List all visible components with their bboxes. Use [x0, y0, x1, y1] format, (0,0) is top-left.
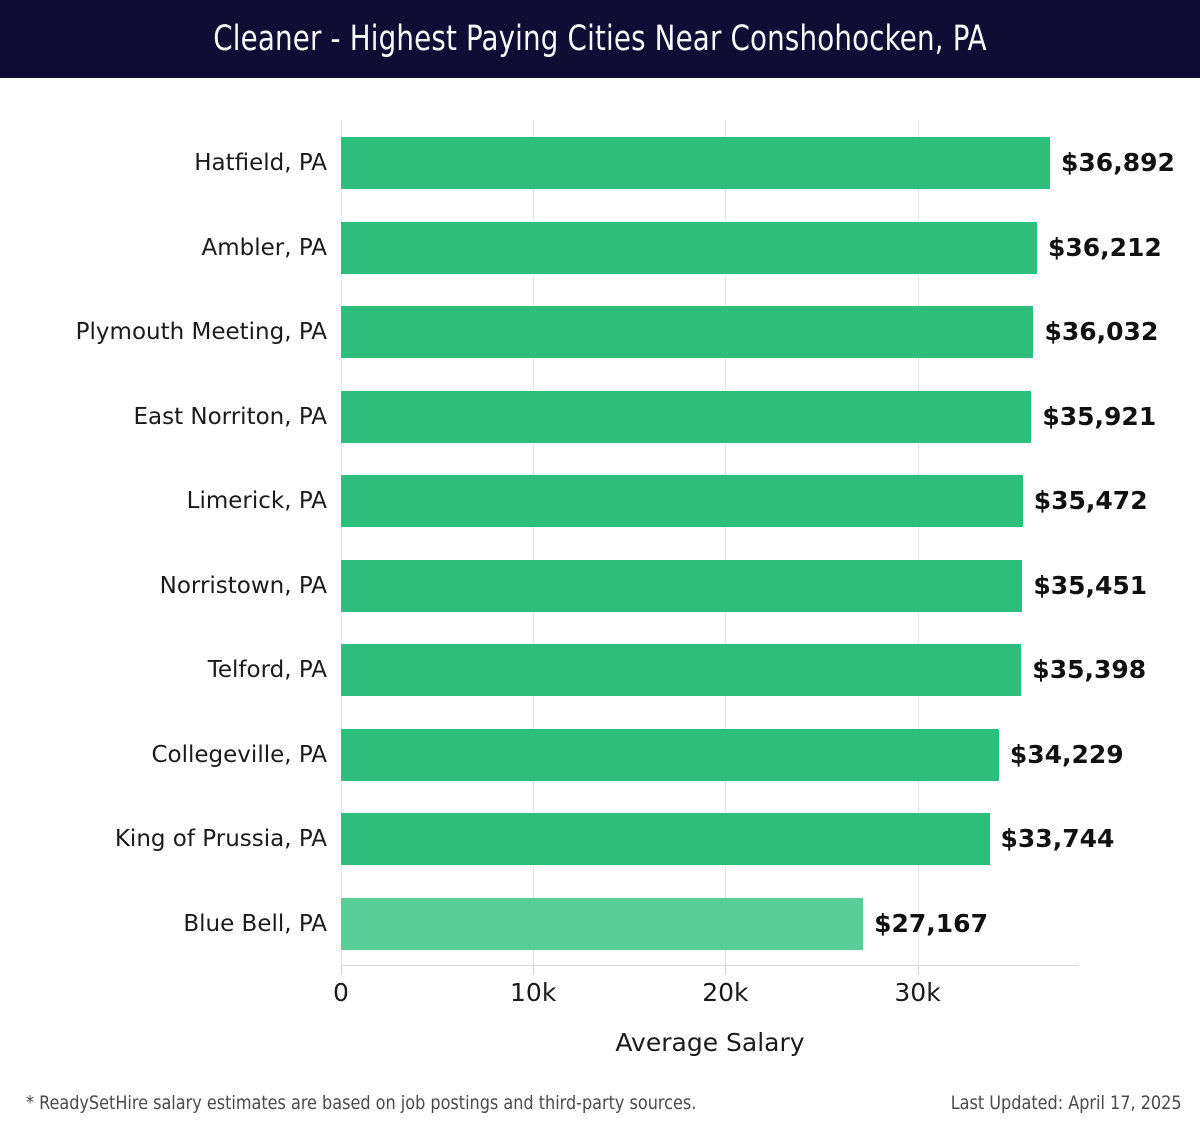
x-axis-title: Average Salary	[615, 1028, 805, 1057]
bar-value-label: $34,229	[1009, 739, 1124, 769]
bar[interactable]	[341, 813, 990, 865]
bar-value-label: $35,472	[1033, 486, 1148, 515]
x-axis-tick	[917, 966, 919, 975]
bar-row[interactable]: Collegeville, PA $34,229	[0, 728, 1200, 781]
bar[interactable]	[341, 390, 1032, 443]
bar-value-label: $36,892	[1061, 148, 1175, 177]
x-axis-tick-label: 30k	[894, 978, 941, 1007]
gridline	[341, 120, 342, 965]
x-axis-tick	[533, 966, 535, 975]
bar-row[interactable]: Norristown, PA $35,451	[0, 559, 1200, 612]
title-bar: Cleaner - Highest Paying Cities Near Con…	[0, 0, 1200, 78]
y-axis-category-label: Ambler, PA	[201, 234, 328, 261]
bar-value-label: $35,451	[1033, 570, 1148, 600]
gridline	[533, 120, 535, 965]
bar-value-label: $35,921	[1042, 401, 1157, 431]
x-axis-tick-label: 10k	[510, 978, 557, 1007]
bar[interactable]	[341, 306, 1034, 358]
bar-row[interactable]: Plymouth Meeting, PA $36,032	[0, 306, 1200, 358]
bar-value-label: $27,167	[874, 908, 988, 938]
x-axis-tick	[725, 966, 727, 975]
bar-value-label: $36,032	[1044, 317, 1159, 346]
bar[interactable]	[341, 221, 1037, 274]
y-axis-category-label: Norristown, PA	[159, 572, 327, 599]
y-axis-category-label: King of Prussia, PA	[114, 826, 327, 852]
bar[interactable]	[341, 644, 1022, 696]
bar-row[interactable]: Limerick, PA $35,472	[0, 475, 1200, 527]
gridline	[917, 120, 919, 965]
bar-row[interactable]: East Norriton, PA $35,921	[0, 390, 1200, 443]
bar-row[interactable]: Telford, PA $35,398	[0, 644, 1200, 696]
bar-row[interactable]: King of Prussia, PA $33,744	[0, 813, 1200, 865]
gridline	[725, 120, 727, 965]
y-axis-category-label: Telford, PA	[207, 657, 327, 683]
y-axis-category-label: East Norriton, PA	[133, 403, 327, 430]
bar-value-label: $36,212	[1047, 232, 1162, 262]
footer-disclaimer: * ReadySetHire salary estimates are base…	[26, 1092, 697, 1114]
y-axis-category-label: Plymouth Meeting, PA	[75, 319, 327, 345]
x-axis-line	[341, 965, 1079, 966]
bar[interactable]	[341, 728, 999, 781]
y-axis-category-label: Hatfield, PA	[194, 150, 327, 176]
bar-value-label: $33,744	[1000, 824, 1115, 853]
x-axis-tick	[341, 966, 342, 975]
y-axis-category-label: Blue Bell, PA	[183, 910, 327, 937]
bar-row[interactable]: Blue Bell, PA $27,167	[0, 897, 1200, 950]
x-axis-tick-label: 20k	[702, 978, 749, 1007]
y-axis-category-label: Collegeville, PA	[151, 741, 328, 768]
bar[interactable]	[341, 137, 1051, 189]
footer-last-updated: Last Updated: April 17, 2025	[951, 1092, 1182, 1114]
bar[interactable]	[341, 897, 864, 950]
footer: * ReadySetHire salary estimates are base…	[0, 1092, 1200, 1126]
x-axis-tick-label: 0	[333, 978, 349, 1007]
bar[interactable]	[341, 475, 1023, 527]
bar-row[interactable]: Ambler, PA $36,212	[0, 221, 1200, 274]
y-axis-category-label: Limerick, PA	[186, 488, 327, 514]
bar[interactable]	[341, 559, 1023, 612]
bar-value-label: $35,398	[1032, 655, 1147, 684]
page-title: Cleaner - Highest Paying Cities Near Con…	[213, 19, 987, 59]
bar-row[interactable]: Hatfield, PA $36,892	[0, 137, 1200, 189]
